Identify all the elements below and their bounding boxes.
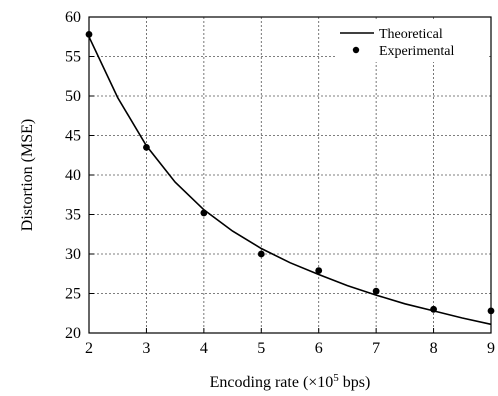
y-tick-label: 60: [65, 9, 81, 26]
x-tick-label: 7: [372, 340, 380, 357]
x-tick-label: 3: [142, 340, 150, 357]
x-tick-label: 8: [430, 340, 438, 357]
x-tick-label: 6: [315, 340, 323, 357]
x-axis-ticks: 2 3 4 5 6 7 8 9: [85, 328, 495, 357]
legend-marker-experimental: [352, 46, 360, 54]
data-point-experimental: [143, 143, 150, 151]
y-tick-label: 45: [65, 128, 81, 145]
grid-lines: [89, 17, 491, 333]
y-axis-label: Distortion (MSE): [19, 119, 36, 231]
x-tick-label: 4: [200, 340, 208, 357]
data-point-experimental: [315, 267, 323, 274]
y-tick-label: 35: [65, 207, 81, 224]
legend-label-theoretical: Theoretical: [379, 27, 443, 42]
series-experimental-points: [85, 30, 495, 315]
x-axis-label: Encoding rate (×105 bps): [210, 372, 371, 391]
y-tick-label: 20: [65, 325, 81, 342]
y-tick-label: 40: [65, 167, 81, 184]
legend: Theoretical Experimental: [336, 20, 488, 62]
data-point-experimental: [430, 305, 437, 313]
y-tick-label: 55: [65, 49, 81, 66]
data-point-experimental: [257, 250, 265, 258]
plot-frame: [88, 16, 492, 334]
x-tick-label: 9: [487, 340, 495, 357]
y-tick-label: 25: [65, 286, 81, 303]
data-point-experimental: [372, 287, 380, 295]
x-tick-label: 5: [257, 340, 265, 357]
series-line-theoretical: [88, 36, 492, 326]
y-tick-label: 30: [65, 246, 81, 263]
y-axis-ticks: 20 25 30 35 40 45 50 55 60: [65, 9, 94, 342]
legend-label-experimental: Experimental: [379, 44, 455, 59]
y-tick-label: 50: [65, 88, 81, 105]
x-tick-label: 2: [85, 340, 93, 357]
data-point-experimental: [200, 209, 208, 217]
legend-box: [336, 20, 488, 62]
